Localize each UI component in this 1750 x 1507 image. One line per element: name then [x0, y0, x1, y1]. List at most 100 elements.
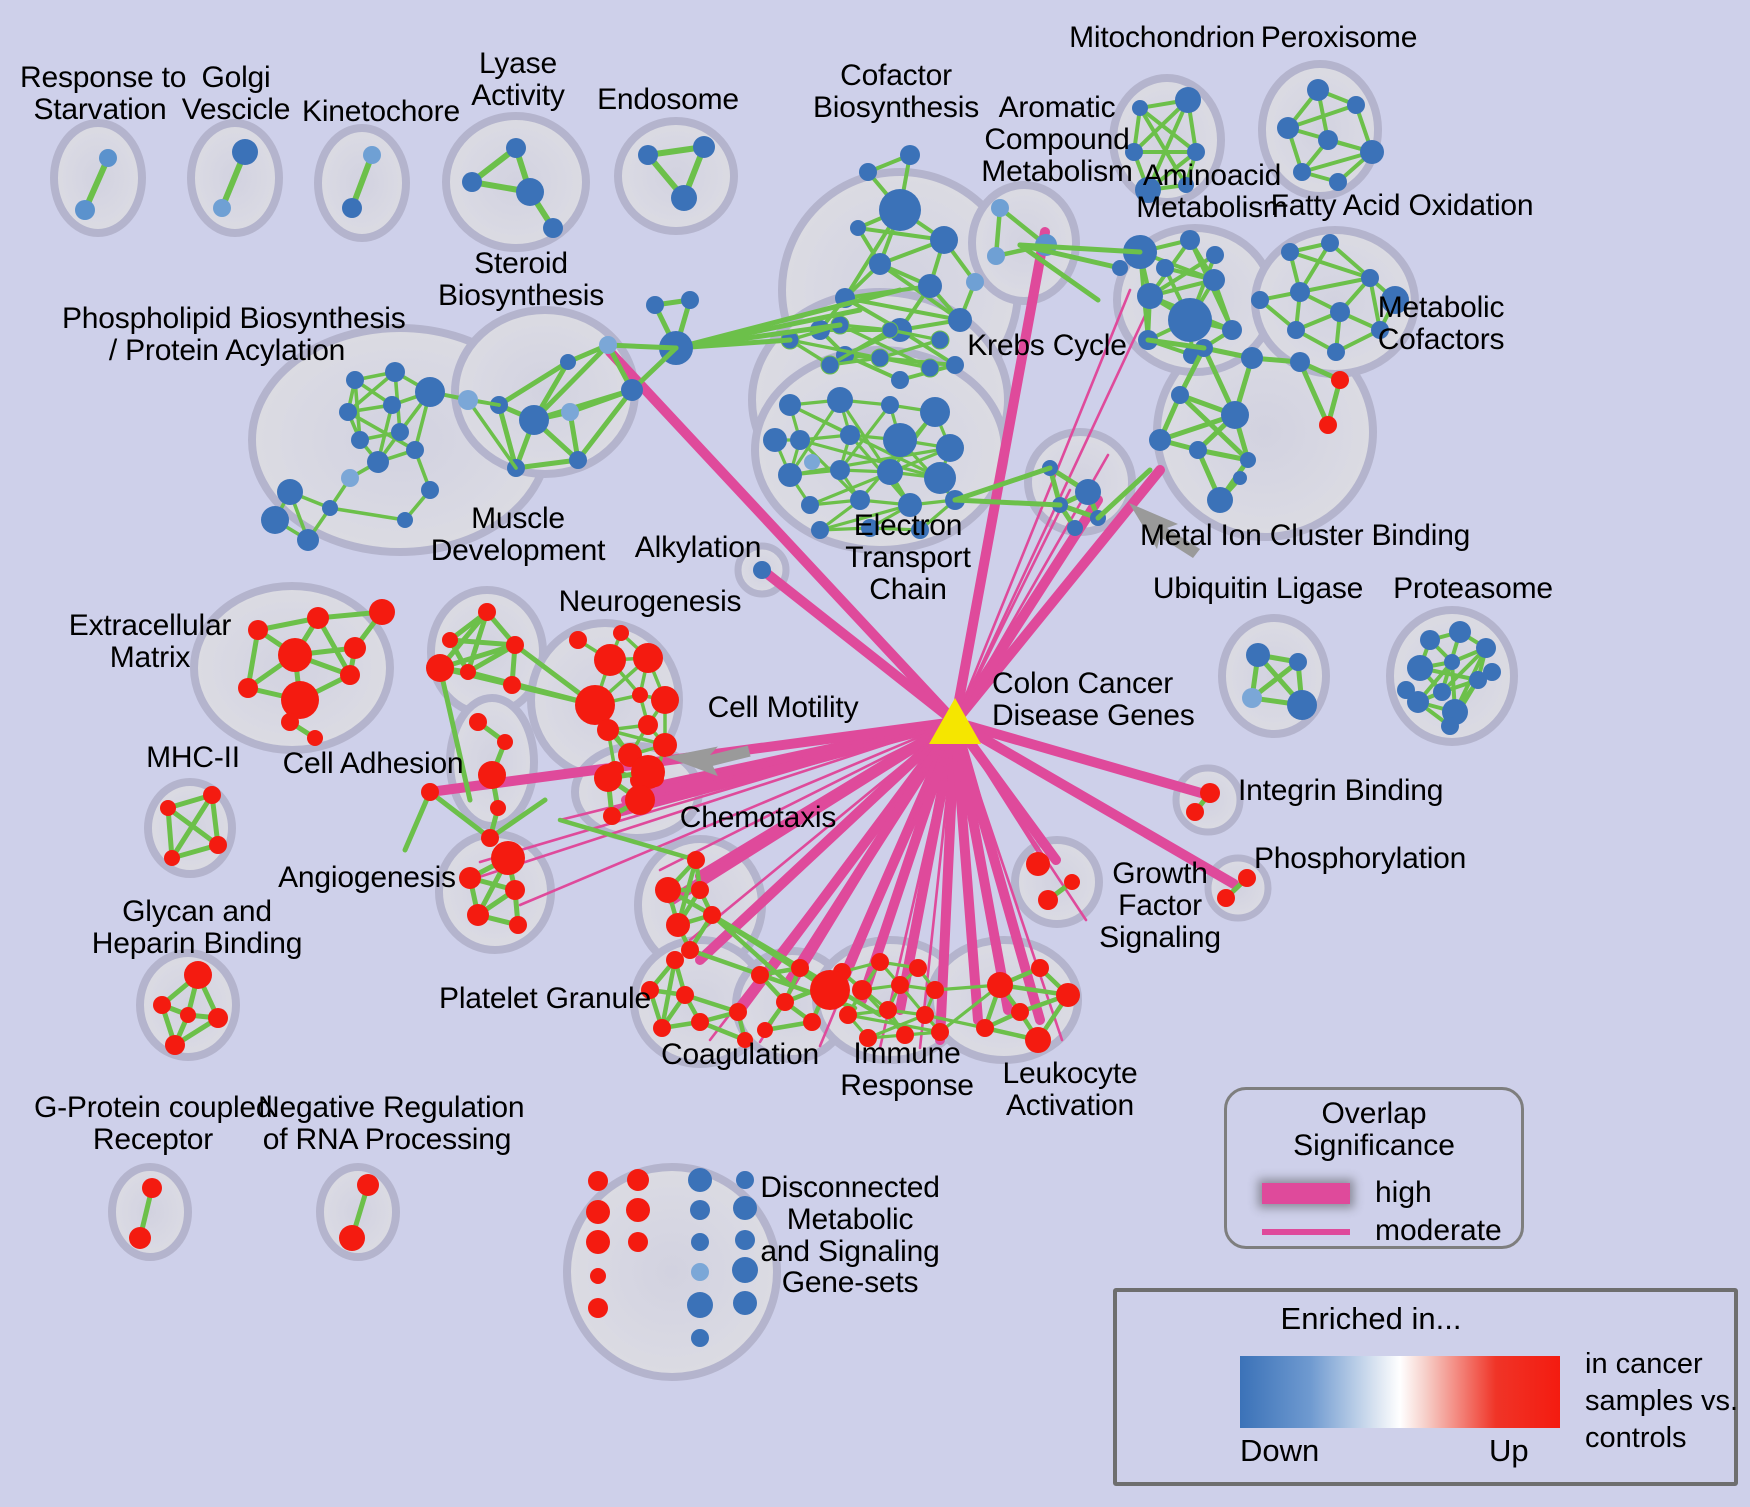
legend-enriched-title: Enriched in...	[1280, 1301, 1462, 1336]
cluster-phospholipid-biosynthesis	[261, 362, 518, 551]
cluster-label-metabolic-cofactors: Metabolic Cofactors	[1377, 291, 1505, 356]
legend-moderate-label: moderate	[1375, 1214, 1502, 1247]
hub-node-colon-cancer-disease-genes[interactable]	[929, 698, 981, 744]
hub-edge	[953, 488, 1072, 724]
cluster-label-phosphorylation: Phosphorylation	[1254, 842, 1467, 875]
node-up	[1319, 416, 1337, 434]
cluster-label-neurogenesis: Neurogenesis	[558, 585, 742, 618]
legend-high-label: high	[1375, 1176, 1432, 1209]
cluster-negative-regulation-rna-processing	[339, 1174, 379, 1251]
cluster-extracellular-matrix	[238, 599, 395, 746]
cluster-g-protein-coupled-receptor	[129, 1178, 162, 1249]
legend-overlap-title: Overlap Significance	[1293, 1097, 1455, 1163]
cluster-label-mitochondrion: Mitochondrion	[1069, 21, 1255, 54]
cluster-cell-motility	[594, 755, 665, 825]
cluster-label-proteasome: Proteasome	[1393, 572, 1553, 605]
cluster-label-cell-motility: Cell Motility	[707, 691, 859, 724]
cluster-halo-steroid-biosynthesis	[451, 306, 639, 478]
cluster-label-golgi-vesicle: Golgi Vescicle	[181, 61, 291, 126]
hub-edges-overlap-significance	[425, 227, 1239, 1050]
cluster-label-leukocyte-activation: Leukocyte Activation	[1002, 1057, 1138, 1122]
hub-edge	[667, 717, 960, 905]
cluster-halo-disconnected-gene-sets	[563, 1163, 781, 1381]
hub-label-colon-cancer-disease-genes: Colon Cancer Disease Genes	[992, 667, 1195, 732]
hub-edge	[878, 720, 957, 1050]
hub-edge	[950, 717, 1239, 889]
cluster-node-graph	[75, 79, 1501, 1347]
legend-overlap-significance: Overlap Significance high moderate	[1224, 1087, 1524, 1249]
cluster-metal-ion-cluster-binding	[1042, 460, 1106, 536]
cluster-growth-factor-signaling	[1026, 852, 1080, 910]
cluster-golgi-vesicle	[213, 139, 258, 217]
cluster-steroid-biosynthesis	[490, 336, 679, 477]
hub-edge	[950, 717, 1061, 865]
cluster-label-aromatic-compound-metabolism: Aromatic Compound Metabolism	[981, 91, 1133, 188]
callout-arrows	[665, 503, 1200, 777]
cluster-ubiquitin-ligase	[1242, 643, 1317, 720]
cluster-lyase-activity	[462, 138, 563, 238]
hub-edge	[950, 717, 1213, 800]
cluster-glycan-heparin-binding	[153, 961, 228, 1055]
legend-up-label: Up	[1489, 1433, 1529, 1468]
cluster-label-krebs-cycle: Krebs Cycle	[967, 329, 1127, 362]
inter-cluster-edges	[652, 242, 1207, 521]
cluster-integrin-binding	[1186, 783, 1220, 821]
cluster-fatty-acid-oxidation	[1251, 234, 1409, 361]
hub-edge	[950, 495, 1103, 727]
cluster-electron-transport-chain	[763, 387, 965, 539]
cluster-label-electron-transport-chain: Electron Transport Chain	[845, 509, 971, 606]
cluster-label-platelet-granule: Platelet Granule	[439, 982, 651, 1015]
hub-edge	[953, 720, 1064, 1042]
cluster-label-cell-adhesion: Cell Adhesion	[282, 747, 464, 780]
hub-edge	[478, 720, 957, 864]
hub-edge	[695, 717, 960, 965]
cluster-platelet-granule	[641, 951, 753, 1048]
cluster-label-muscle-development: Muscle Development	[430, 502, 606, 567]
legend-color-gradient-bar	[1240, 1356, 1560, 1428]
hub-edge	[950, 717, 1045, 1025]
cluster-label-ubiquitin-ligase: Ubiquitin Ligase	[1152, 572, 1364, 605]
cluster-label-growth-factor-signaling: Growth Factor Signaling	[1099, 857, 1221, 954]
cluster-label-phospholipid-biosynthesis: Phospholipid Biosynthesis / Protein Acyl…	[62, 302, 406, 367]
cluster-chemotaxis	[557, 817, 883, 1018]
cluster-metabolic-cofactors	[1149, 339, 1349, 513]
cluster-response-to-starvation	[75, 149, 117, 220]
hub-edge	[708, 720, 957, 1042]
cluster-angiogenesis	[459, 841, 527, 934]
cluster-label-aminoacid-metabolism: Aminoacid Metabolism	[1136, 159, 1288, 224]
cluster-label-angiogenesis: Angiogenesis	[278, 861, 456, 894]
hub-edge	[658, 720, 957, 872]
cluster-label-g-protein-coupled-receptor: G-Protein coupled Receptor	[34, 1091, 273, 1156]
hub-edge	[953, 720, 1050, 870]
cluster-label-integrin-binding: Integrin Binding	[1238, 774, 1444, 807]
cluster-label-response-to-starvation: Response to Starvation	[20, 61, 187, 126]
hub-edge	[755, 563, 960, 727]
legend-high-swatch	[1262, 1183, 1350, 1204]
cluster-endosome	[638, 136, 715, 211]
hub-edge	[950, 465, 1165, 727]
hub-edge	[950, 227, 1050, 727]
cluster-label-glycan-heparin-binding: Glycan and Heparin Binding	[91, 895, 303, 960]
node-alkylation	[753, 561, 771, 579]
cluster-label-mhc-ii: MHC-II	[146, 741, 240, 774]
cluster-label-lyase-activity: Lyase Activity	[471, 47, 565, 112]
cluster-proteasome	[1397, 621, 1501, 735]
cluster-halo-peroxisome	[1258, 60, 1382, 200]
cluster-mhc-ii	[160, 786, 227, 866]
cluster-label-chemotaxis: Chemotaxis	[679, 801, 837, 834]
cluster-label-immune-response: Immune Response	[840, 1037, 974, 1102]
hub-edge	[468, 720, 957, 882]
cluster-label-extracellular-matrix: Extracellular Matrix	[68, 609, 232, 674]
cluster-mitochondrion	[1125, 87, 1205, 203]
hub-edge	[953, 303, 1152, 724]
legend-side-label: in cancer samples vs. controls	[1585, 1348, 1739, 1455]
hub-edge	[895, 717, 960, 1015]
cluster-cofactor-biosynthesis	[810, 145, 984, 389]
arrow-metal-ion-cluster-binding	[1129, 503, 1200, 558]
cluster-immune-response	[810, 953, 1002, 1047]
hub-edge	[950, 717, 983, 1025]
cluster-label-alkylation: Alkylation	[634, 531, 762, 564]
legend-enriched-in: Enriched in... Down Up in cancer samples…	[1113, 1288, 1738, 1486]
cluster-label-disconnected-gene-sets: Disconnected Metabolic and Signaling Gen…	[760, 1171, 940, 1300]
